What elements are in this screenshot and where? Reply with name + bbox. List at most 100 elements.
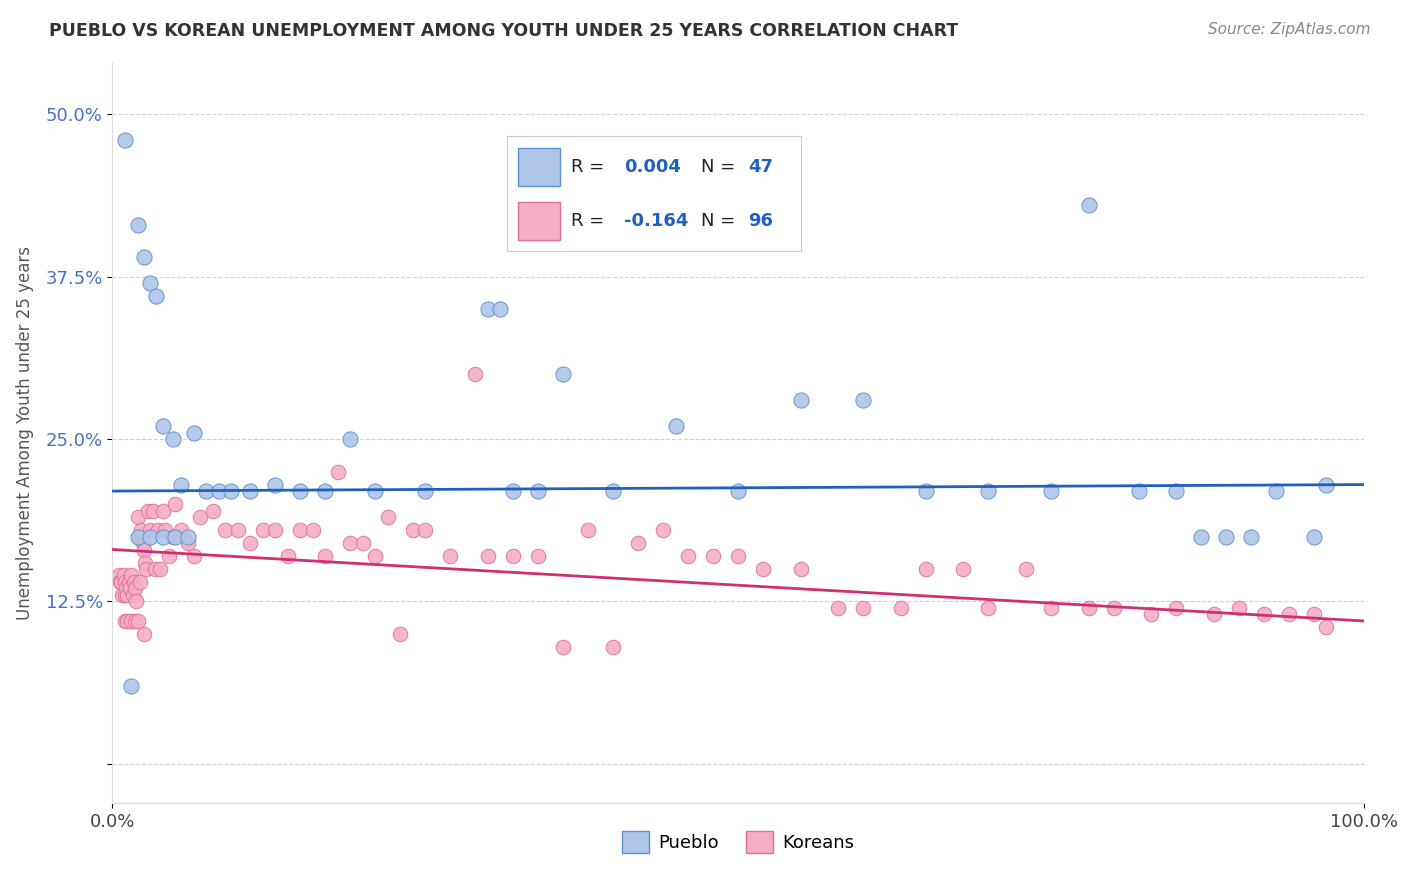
- Point: [163, 529, 186, 543]
- Point: [170, 477, 193, 491]
- Point: [226, 523, 249, 537]
- Point: [195, 484, 218, 499]
- Point: [239, 536, 262, 550]
- Point: [413, 523, 436, 537]
- Point: [214, 523, 236, 537]
- Point: [134, 556, 156, 570]
- Point: [145, 289, 167, 303]
- Point: [1077, 198, 1099, 212]
- Point: [602, 484, 624, 499]
- Point: [132, 250, 155, 264]
- Point: [208, 484, 231, 499]
- Point: [790, 562, 813, 576]
- Point: [852, 393, 875, 408]
- Text: PUEBLO VS KOREAN UNEMPLOYMENT AMONG YOUTH UNDER 25 YEARS CORRELATION CHART: PUEBLO VS KOREAN UNEMPLOYMENT AMONG YOUT…: [49, 22, 959, 40]
- Point: [139, 529, 162, 543]
- Point: [664, 419, 686, 434]
- Point: [1315, 620, 1337, 634]
- Point: [1039, 601, 1063, 615]
- Point: [1215, 529, 1237, 543]
- Point: [143, 562, 166, 576]
- Point: [114, 574, 136, 589]
- Point: [110, 574, 132, 589]
- Point: [551, 640, 574, 654]
- Point: [149, 562, 172, 576]
- Point: [162, 529, 184, 543]
- Point: [1315, 477, 1337, 491]
- Point: [1039, 484, 1063, 499]
- Point: [153, 523, 176, 537]
- Point: [183, 425, 205, 440]
- Point: [252, 523, 274, 537]
- Point: [114, 133, 136, 147]
- Point: [1189, 529, 1212, 543]
- Point: [402, 523, 425, 537]
- Point: [221, 484, 243, 499]
- Point: [1278, 607, 1301, 622]
- Point: [107, 568, 129, 582]
- Point: [377, 510, 399, 524]
- Point: [551, 367, 574, 381]
- Point: [127, 529, 149, 543]
- Point: [152, 503, 174, 517]
- Point: [264, 523, 287, 537]
- Point: [264, 477, 287, 491]
- Point: [183, 549, 205, 563]
- Point: [977, 601, 1000, 615]
- Point: [114, 588, 136, 602]
- Point: [277, 549, 299, 563]
- Point: [129, 523, 152, 537]
- Point: [489, 302, 512, 317]
- Point: [127, 510, 149, 524]
- Point: [915, 562, 938, 576]
- Point: [108, 574, 131, 589]
- Point: [852, 601, 875, 615]
- Point: [136, 503, 159, 517]
- Point: [124, 582, 146, 596]
- Point: [146, 523, 169, 537]
- Point: [162, 432, 184, 446]
- Point: [314, 549, 336, 563]
- Point: [111, 588, 134, 602]
- Point: [502, 549, 524, 563]
- Point: [132, 627, 155, 641]
- Point: [1015, 562, 1038, 576]
- Point: [1102, 601, 1125, 615]
- Point: [188, 510, 211, 524]
- Point: [352, 536, 374, 550]
- Point: [652, 523, 675, 537]
- Point: [576, 523, 599, 537]
- Point: [120, 679, 142, 693]
- Point: [121, 588, 143, 602]
- Point: [120, 614, 142, 628]
- Point: [117, 614, 139, 628]
- Point: [464, 367, 486, 381]
- Point: [114, 614, 136, 628]
- Point: [129, 574, 152, 589]
- Point: [1077, 601, 1099, 615]
- Point: [163, 497, 186, 511]
- Point: [132, 542, 155, 557]
- Point: [1164, 601, 1187, 615]
- Legend: Pueblo, Koreans: Pueblo, Koreans: [614, 824, 862, 861]
- Point: [702, 549, 724, 563]
- Point: [118, 582, 141, 596]
- Point: [1140, 607, 1163, 622]
- Point: [117, 588, 139, 602]
- Point: [157, 549, 180, 563]
- Point: [139, 523, 162, 537]
- Point: [977, 484, 1000, 499]
- Point: [952, 562, 974, 576]
- Point: [301, 523, 323, 537]
- Point: [477, 302, 499, 317]
- Point: [1202, 607, 1225, 622]
- Point: [1240, 529, 1263, 543]
- Point: [170, 523, 193, 537]
- Point: [364, 549, 387, 563]
- Point: [676, 549, 699, 563]
- Point: [115, 582, 138, 596]
- Point: [413, 484, 436, 499]
- Point: [326, 465, 349, 479]
- Point: [314, 484, 336, 499]
- Point: [1227, 601, 1250, 615]
